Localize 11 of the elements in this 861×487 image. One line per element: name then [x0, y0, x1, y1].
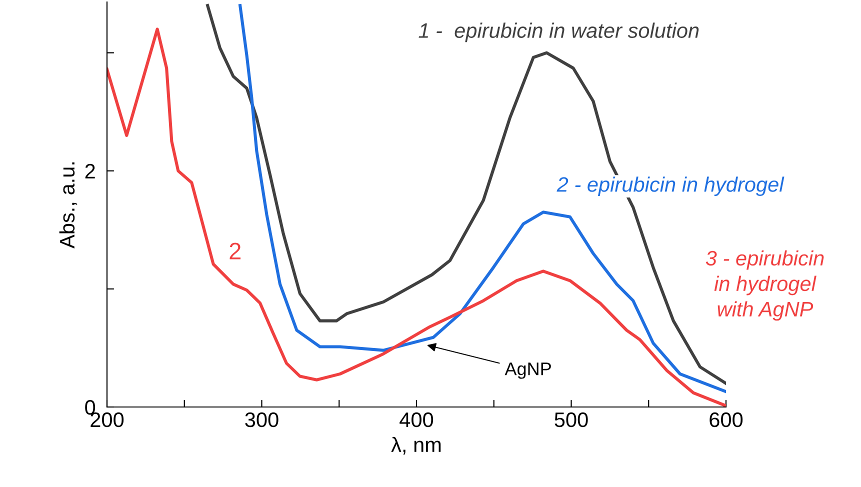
annotation: AgNP [504, 362, 551, 379]
y-axis-title: Abs., a.u. [59, 162, 78, 248]
series-label: 1 - epirubicin in water solution [418, 22, 699, 42]
series-label: 2 - epirubicin in hydrogel [556, 176, 784, 196]
text: 3 - epirubicin in hydrogel with AgNP [706, 250, 824, 321]
x-axis-title: λ, nm [391, 436, 441, 455]
x-tick-label: 600 [710, 412, 743, 428]
x-tick-label: 400 [400, 412, 434, 428]
x-tick-label: 500 [554, 412, 588, 428]
x-tick-label: 300 [245, 412, 278, 428]
annotation: 2 [230, 242, 241, 260]
